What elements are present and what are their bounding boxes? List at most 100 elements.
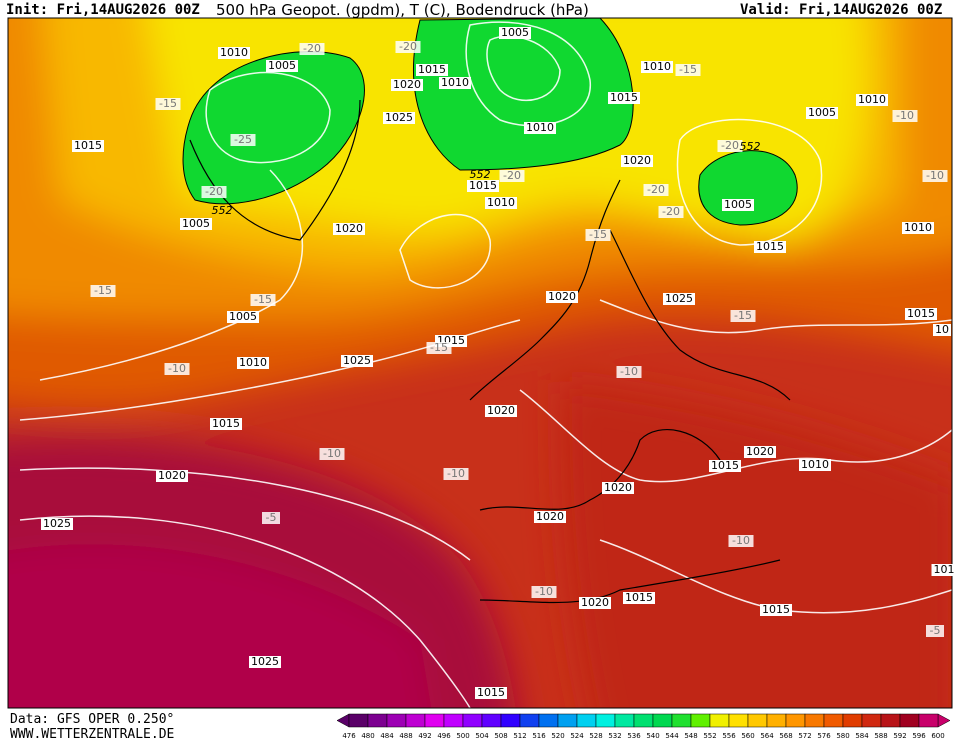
pressure-label: 101 [934, 563, 955, 576]
pressure-label: 1010 [526, 121, 554, 134]
pressure-label: 1020 [393, 78, 421, 91]
label-box [931, 564, 957, 576]
label-box [299, 43, 325, 55]
label-box [156, 470, 188, 482]
label-box [230, 134, 256, 146]
init-time: Init: Fri,14AUG2026 00Z [6, 2, 200, 18]
colorbar-swatch [557, 713, 578, 728]
colorbar-tick-label: 544 [665, 732, 679, 740]
colorbar-tick-label: 504 [475, 732, 489, 740]
label-box [72, 140, 104, 152]
label-box [475, 687, 507, 699]
map-title: 500 hPa Geopot. (gpdm), T (C), Bodendruc… [216, 1, 589, 19]
label-box [806, 107, 838, 119]
colorbar-swatch [500, 713, 521, 728]
colorbar-tick-label: 596 [912, 732, 926, 740]
pressure-label: 1010 [643, 60, 671, 73]
colorbar-swatch [899, 713, 920, 728]
temperature-label: -10 [447, 467, 465, 480]
temperature-label: -20 [303, 42, 321, 55]
label-box [799, 459, 831, 471]
label-box [531, 586, 557, 598]
label-box [602, 482, 634, 494]
pressure-label: 1010 [801, 458, 829, 471]
label-box [155, 98, 181, 110]
pressure-label: 1005 [229, 310, 257, 323]
pressure-label: 1020 [548, 290, 576, 303]
label-box [623, 592, 655, 604]
colorbar-swatch [519, 713, 540, 728]
label-box [201, 186, 227, 198]
label-box [249, 656, 281, 668]
label-box [266, 60, 298, 72]
pressure-label: 1005 [724, 198, 752, 211]
temperature-label: -5 [266, 511, 277, 524]
temperature-label: -10 [896, 109, 914, 122]
temperature-label: -20 [205, 185, 223, 198]
pressure-label: 1020 [623, 154, 651, 167]
temperature-label: -5 [930, 624, 941, 637]
temperature-label: -10 [926, 169, 944, 182]
label-box [926, 625, 944, 637]
label-box [663, 293, 695, 305]
colorbar-tick-label: 496 [437, 732, 451, 740]
temperature-label: -10 [168, 362, 186, 375]
colorbar-tick-label: 560 [741, 732, 754, 740]
pressure-label: 1005 [501, 26, 529, 39]
colorbar-tick-label: 492 [418, 732, 431, 740]
colorbar-tick-label: 572 [798, 732, 811, 740]
pressure-label: 1015 [610, 91, 638, 104]
temperature-label: -15 [159, 97, 177, 110]
label-box [90, 285, 116, 297]
colorbar-swatch [861, 713, 882, 728]
label-box [728, 535, 754, 547]
temperature-label: -15 [679, 63, 697, 76]
colorbar-tick-label: 524 [570, 732, 584, 740]
geopotential-label: 552 [212, 204, 233, 217]
colorbar-swatch [728, 713, 749, 728]
label-box [439, 77, 471, 89]
colorbar-tick-label: 584 [855, 732, 869, 740]
temperature-label: -15 [589, 228, 607, 241]
pressure-label: 1025 [385, 111, 413, 124]
colorbar-swatch [766, 713, 787, 728]
label-box [383, 112, 415, 124]
label-box [922, 170, 948, 182]
label-box [485, 197, 517, 209]
pressure-label: 1015 [74, 139, 102, 152]
valid-time: Valid: Fri,14AUG2026 00Z [740, 2, 942, 18]
pressure-label: 1020 [335, 222, 363, 235]
colorbar-tick-label: 484 [380, 732, 394, 740]
label-box [227, 311, 259, 323]
label-box [467, 180, 499, 192]
colorbar: 476 480 484 488 492 496 500 504 508 512 516 520 524 5… [336, 713, 951, 740]
colorbar-swatch [462, 713, 483, 728]
label-box [391, 79, 423, 91]
colorbar-swatch [880, 713, 901, 728]
label-box [905, 308, 937, 320]
pressure-label: 1010 [220, 46, 248, 59]
colorbar-swatch [405, 713, 426, 728]
label-box [395, 41, 421, 53]
colorbar-tick-label: 568 [779, 732, 792, 740]
label-box [218, 47, 250, 59]
colorbar-tick-label: 592 [893, 732, 906, 740]
colorbar-swatch [918, 713, 939, 728]
temperature-label: -20 [721, 139, 739, 152]
colorbar-tick-label: 580 [836, 732, 849, 740]
label-box [744, 446, 776, 458]
label-box [641, 61, 673, 73]
colorbar-tick-label: 476 [342, 732, 356, 740]
colorbar-tick-label: 540 [646, 732, 659, 740]
temperature-label: -20 [662, 205, 680, 218]
label-box [499, 27, 531, 39]
colorbar-tick-label: 588 [874, 732, 887, 740]
colorbar-tick-label: 532 [608, 732, 621, 740]
temperature-label: -10 [323, 447, 341, 460]
colorbar-tick-label: 516 [532, 732, 546, 740]
pressure-label: 1015 [711, 459, 739, 472]
pressure-label: 1015 [469, 179, 497, 192]
label-box [730, 310, 756, 322]
